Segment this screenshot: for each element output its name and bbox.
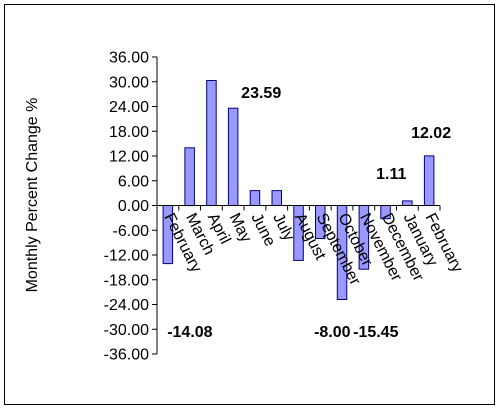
y-tick-label-5: 6.00 [118,173,149,190]
data-label-3: 23.59 [241,85,281,102]
bar-4 [249,190,261,207]
bar-12 [423,155,435,206]
data-label-7: -8.00 [314,324,351,341]
y-tick-label-12: -36.00 [104,347,149,364]
bar-2 [206,80,217,206]
y-tick-label-0: 36.00 [109,50,149,67]
bar-3 [227,107,239,206]
y-axis-title: Monthly Percent Change % [24,98,41,293]
y-tick-label-9: -18.00 [104,272,149,289]
data-label-9: -15.45 [353,324,398,341]
y-tick-label-3: 18.00 [109,124,149,141]
data-label-11: 1.11 [376,166,406,183]
chart-frame [4,4,495,405]
y-tick-label-1: 30.00 [109,74,149,91]
y-tick-label-11: -30.00 [104,322,149,339]
y-tick-label-8: -12.00 [104,248,149,265]
y-tick-label-4: 12.00 [109,149,149,166]
y-tick-label-10: -24.00 [104,297,149,314]
y-tick-label-7: -6.00 [113,223,150,240]
bar-5 [271,190,282,207]
data-label-0: -14.08 [167,324,212,341]
y-tick-label-6: 0.00 [118,198,149,215]
y-tick-label-2: 24.00 [109,99,149,116]
data-label-12: 12.02 [411,125,451,142]
bar-1 [184,147,195,207]
bar-11 [402,200,413,206]
